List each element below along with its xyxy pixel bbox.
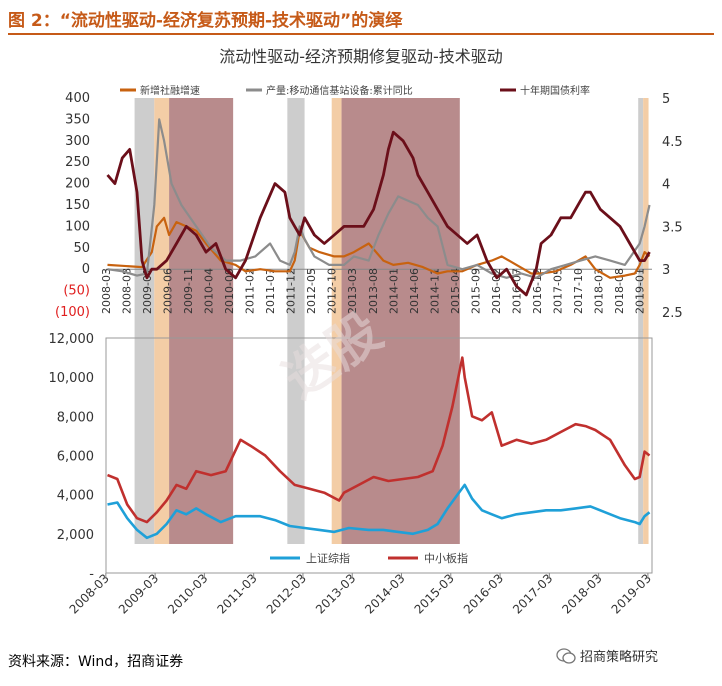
top-x-tick-label: 2014-11 [428,268,441,314]
top-right-tick-label: 3 [662,263,670,278]
shaded-period-orange [331,98,342,544]
shaded-period-grey [638,98,644,544]
top-x-tick-label: 2016-02 [490,268,503,314]
top-left-tick-label: 350 [65,112,90,127]
bottom-y-tick-label: 2,000 [57,528,94,543]
shaded-periods [134,98,649,544]
chart-canvas: 400 350 300 250 200 150 100 50 0 (50) (100) 5 4.5 4 3.… [49,47,683,617]
top-x-tick-label: 2013-08 [367,268,380,314]
shaded-period-orange [643,98,649,544]
top-left-tick-label: 250 [65,155,90,170]
top-left-tick-label: 0 [82,262,90,277]
top-x-tick-label: 2011-07 [264,268,277,314]
bottom-x-tick-label: 2011-03 [214,571,259,616]
top-chart-series [106,118,651,297]
top-left-tick-label: 200 [65,177,90,192]
legend-label-bottom: 中小板指 [424,551,468,565]
bottom-x-tick-label: 2015-03 [412,571,457,616]
top-x-tick-label: 2012-05 [305,268,318,314]
top-right-tick-label: 4.5 [662,135,683,150]
top-left-tick-label: 50 [73,241,90,256]
brand-name: 招商策略研究 [580,650,659,665]
bottom-y-tick-label: 4,000 [57,489,94,504]
figure-title: 图 2：“流动性驱动-经济复苏预期-技术驱动”的演绎 [8,11,403,31]
top-x-tick-label: 2009-06 [161,268,174,314]
top-chart-title: 流动性驱动-经济预期修复驱动-技术驱动 [219,47,503,66]
top-x-tick-label: 2014-06 [408,268,421,314]
bottom-y-tick-label: - [89,567,94,582]
top-left-tick-label: (100) [55,305,90,320]
bottom-x-tick-label: 2014-03 [362,571,407,616]
top-right-tick-label: 5 [662,92,670,107]
top-x-tick-label: 2008-03 [100,268,113,314]
legend-label-top: 新增社融增速 [140,84,200,97]
wechat-icon [556,647,576,664]
bottom-x-tick-label: 2010-03 [165,571,210,616]
top-left-tick-label: 100 [65,219,90,234]
series-line-top-3 [106,130,651,297]
top-right-tick-label: 4 [662,178,670,193]
top-x-tick-label: 2010-09 [223,268,236,314]
shaded-period-maroon [169,98,234,544]
bottom-x-tick-label: 2019-03 [609,571,654,616]
top-x-tick-label: 2011-12 [285,268,298,314]
top-left-tick-label: 300 [65,134,90,149]
bottom-y-tick-label: 12,000 [49,332,95,347]
bottom-x-tick-label: 2018-03 [559,571,604,616]
top-x-tick-label: 2018-03 [593,268,606,314]
bottom-x-tick-label: 2012-03 [264,571,309,616]
bottom-x-tick-label: 2009-03 [116,571,161,616]
top-x-tick-label: 2008-08 [120,268,133,314]
top-x-tick-label: 2015-04 [449,268,462,314]
bottom-y-tick-label: 10,000 [49,371,95,386]
bottom-y-tick-label: 6,000 [57,450,94,465]
title-rule [8,33,714,35]
bottom-x-tick-label: 2017-03 [510,571,555,616]
top-x-tick-label: 2011-02 [244,268,257,314]
top-x-tick-label: 2014-01 [387,268,400,314]
top-x-tick-label: 2013-03 [346,268,359,314]
legend-label-top: 产量:移动通信基站设备:累计同比 [266,84,413,97]
top-right-tick-label: 3.5 [662,220,683,235]
legend-label-bottom: 上证综指 [306,551,350,565]
legend-label-top: 十年期国债利率 [520,84,590,97]
top-x-tick-label: 2019-01 [634,268,647,314]
brand-mark: 招商策略研究 [556,646,658,665]
top-x-tick-label: 2018-08 [613,268,626,314]
top-left-tick-label: (50) [63,284,90,299]
bottom-x-tick-label: 2013-03 [313,571,358,616]
bottom-y-tick-label: 8,000 [57,410,94,425]
top-x-tick-label: 2016-12 [531,268,544,314]
top-chart-axes: 400 350 300 250 200 150 100 50 0 (50) (100) 5 4.5 4 3.… [55,91,683,321]
top-x-tick-label: 2012-10 [326,268,339,314]
top-left-tick-label: 150 [65,198,90,213]
top-x-tick-label: 2015-09 [469,268,482,314]
bottom-plot-frame [105,337,653,574]
bottom-chart-series [107,356,651,540]
shaded-period-grey [287,98,305,544]
top-x-tick-label: 2010-04 [202,268,215,314]
bottom-x-tick-label: 2016-03 [461,571,506,616]
shaded-period-maroon [341,98,460,544]
top-x-tick-label: 2017-05 [552,268,565,314]
shaded-period-grey [134,98,155,544]
top-x-tick-label: 2009-11 [182,268,195,314]
top-right-tick-label: 2.5 [662,306,683,321]
source-note: 资料来源：Wind，招商证券 [8,654,184,670]
shaded-period-orange [154,98,170,544]
top-left-tick-label: 400 [65,91,90,106]
series-line-bottom-2 [107,356,651,524]
series-line-top-2 [107,118,651,279]
top-x-tick-label: 2009-01 [141,268,154,314]
series-line-bottom-1 [107,483,651,540]
top-x-tick-label: 2017-10 [572,268,585,314]
